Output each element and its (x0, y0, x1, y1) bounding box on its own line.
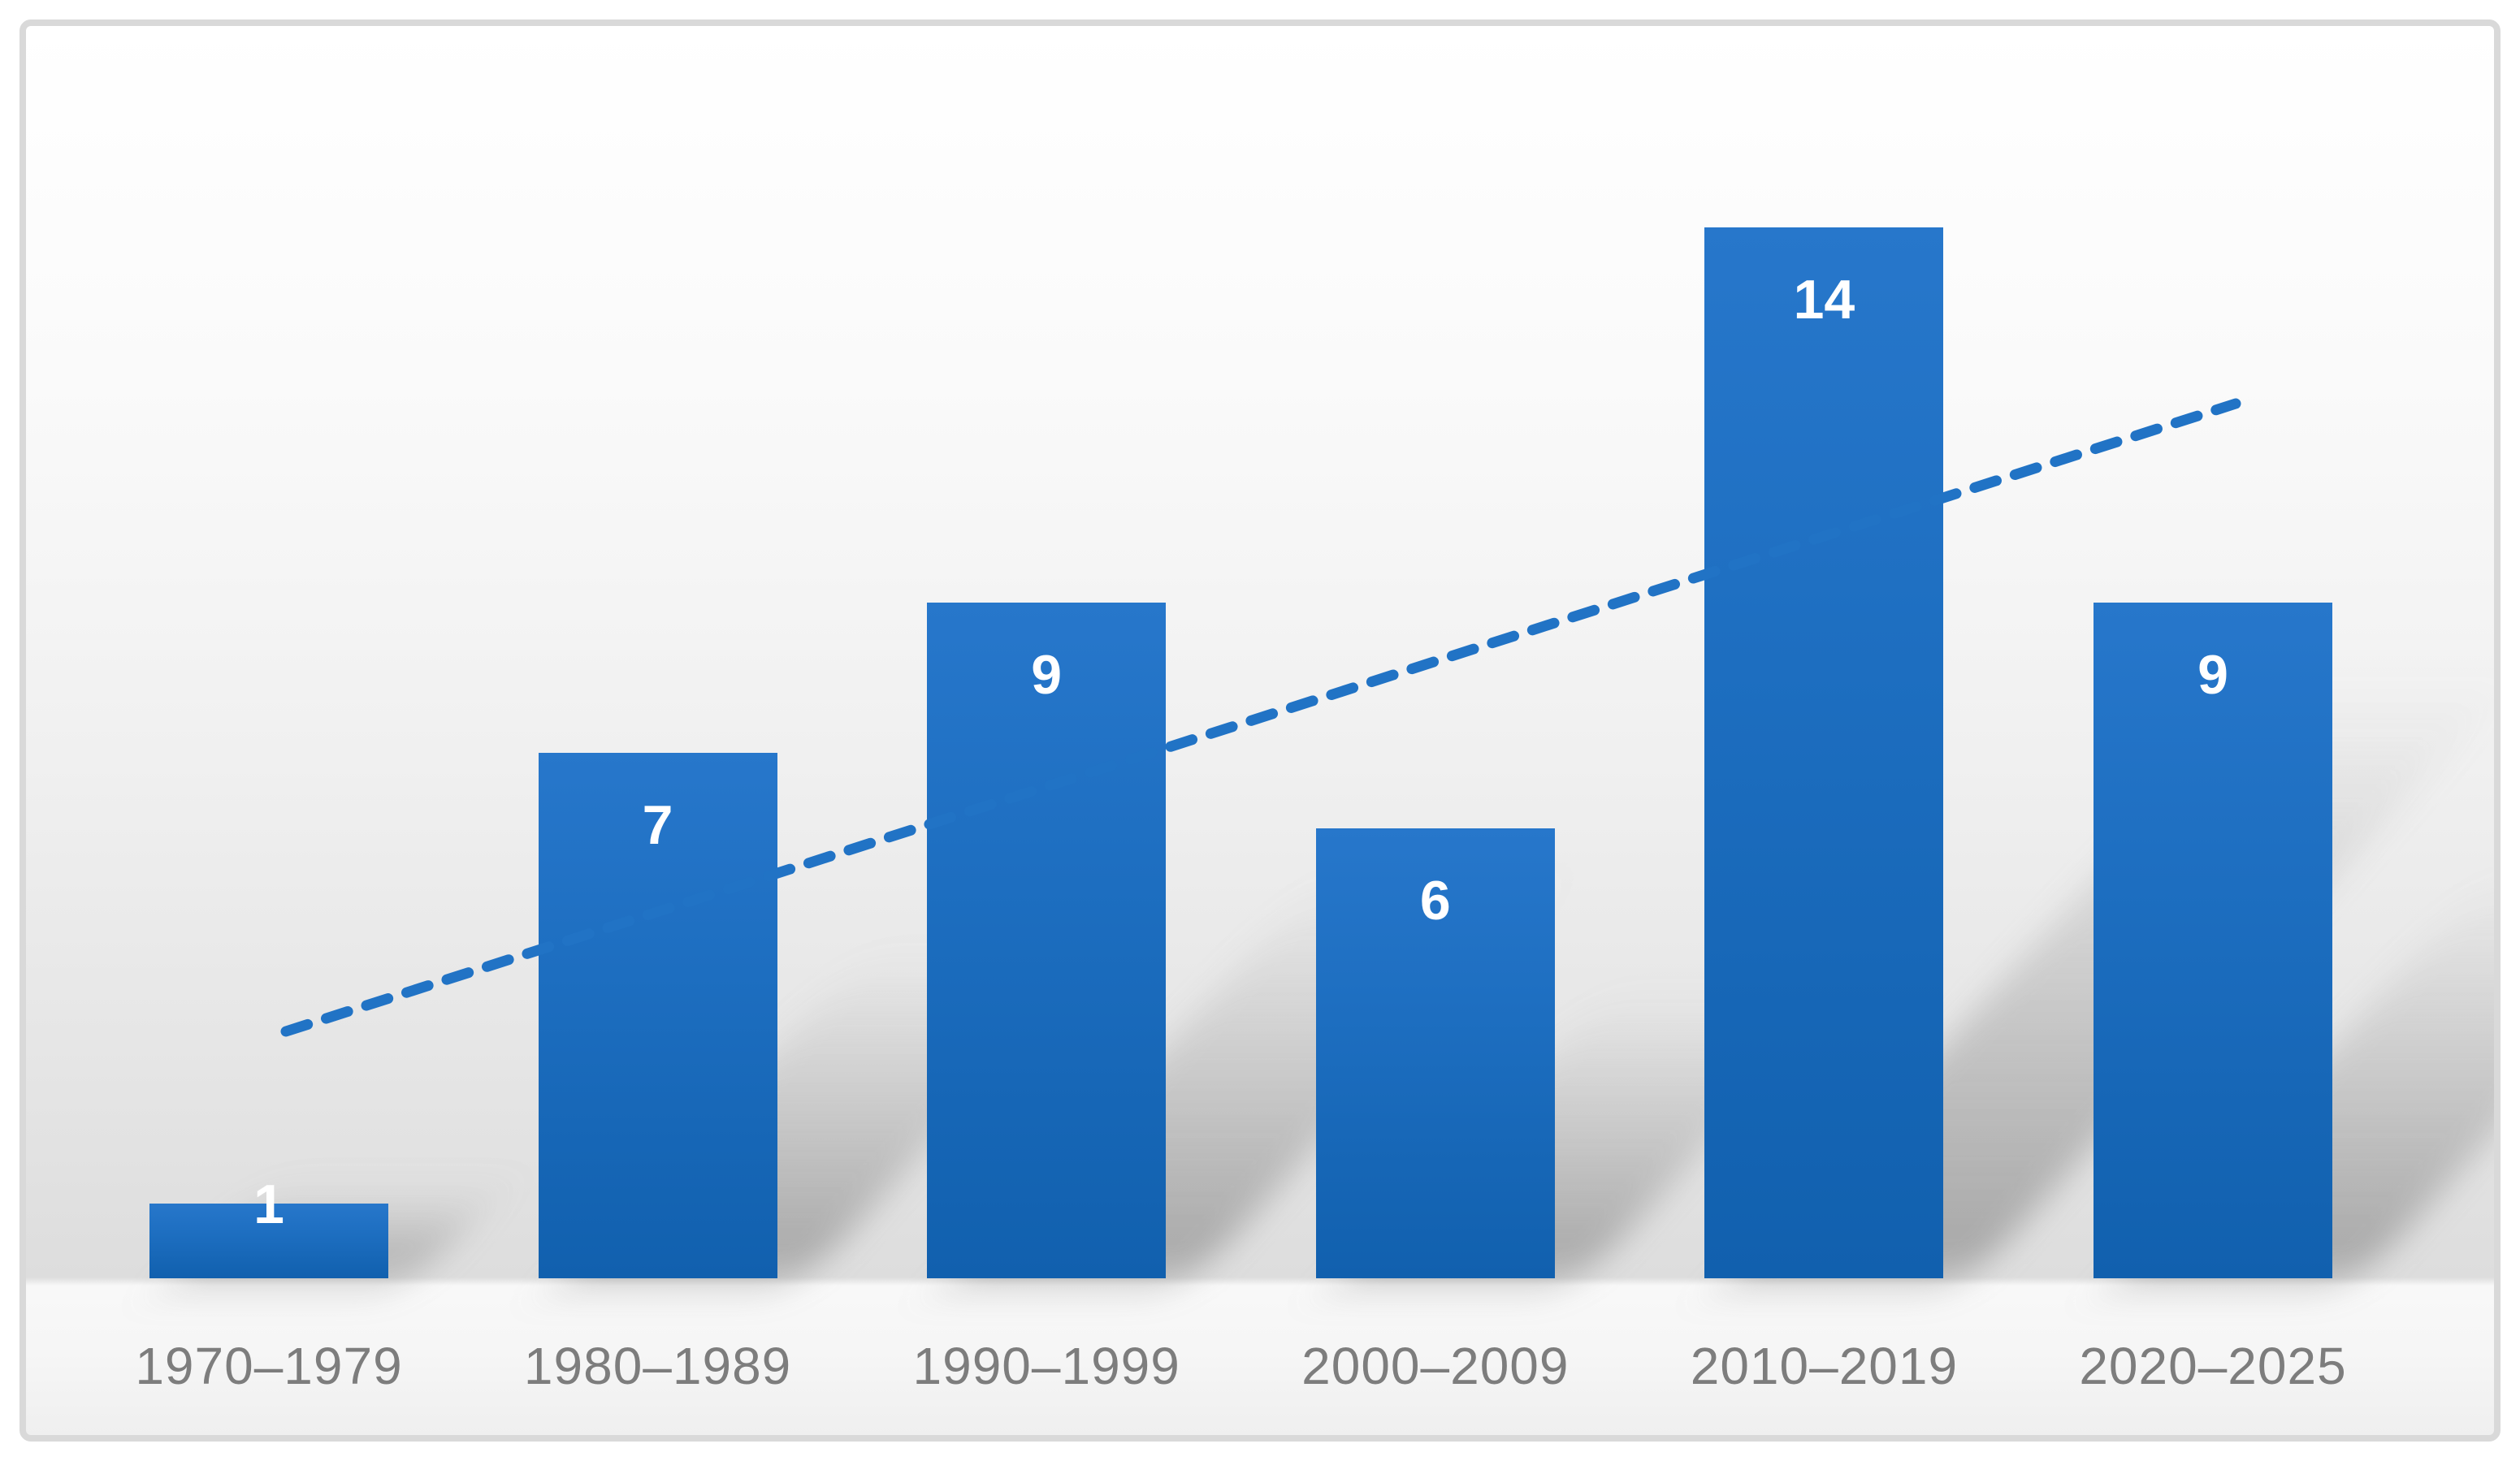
bar-value-label: 1 (253, 1174, 284, 1235)
chart-frame: 1 7 9 6 14 9 1970–1979 1980–1989 (19, 19, 2501, 1442)
category-label-1990-1999: 1990–1999 (912, 1337, 1180, 1395)
category-label-2020-2025: 2020–2025 (2079, 1337, 2347, 1395)
bar-value-label: 14 (1793, 269, 1855, 331)
category-label-1970-1979: 1970–1979 (135, 1337, 403, 1395)
bar-1970-1979: 1 (149, 1174, 388, 1278)
category-axis: 1970–1979 1980–1989 1990–1999 2000–2009 … (26, 26, 2494, 1435)
category-label-2000-2009: 2000–2009 (1301, 1337, 1570, 1395)
category-label-1980-1989: 1980–1989 (523, 1337, 792, 1395)
category-label-2010-2019: 2010–2019 (1690, 1337, 1959, 1395)
